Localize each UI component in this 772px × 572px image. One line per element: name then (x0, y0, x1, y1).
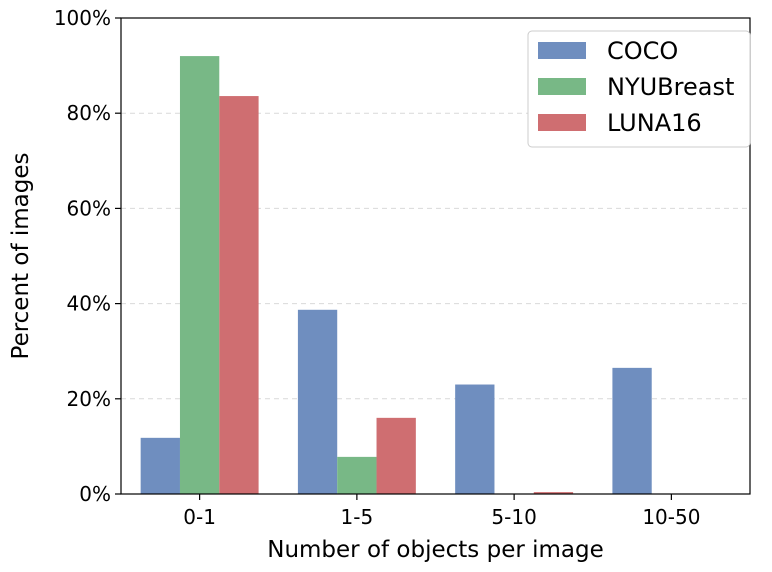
legend-swatch-luna16 (538, 114, 586, 131)
legend-swatch-nyubreast (538, 78, 586, 95)
plot-frame (120, 17, 751, 495)
bar-coco-10-50 (612, 367, 652, 494)
bars (140, 56, 652, 495)
legend-swatch-coco (538, 42, 586, 59)
bar-coco-1-5 (297, 309, 338, 494)
bar-luna16-5-10 (533, 492, 574, 494)
y-tick-label: 20% (67, 387, 111, 411)
y-tick-label: 80% (67, 101, 111, 125)
y-tick-label: 60% (67, 196, 111, 220)
legend-label-coco: COCO (607, 37, 678, 65)
bar-nyubreast-0-1 (179, 56, 220, 495)
bar-luna16-0-1 (219, 96, 259, 495)
bar-luna16-1-5 (376, 417, 416, 494)
bar-coco-5-10 (455, 384, 495, 494)
x-tick-label: 0-1 (183, 505, 216, 529)
x-tick-label: 10-50 (642, 505, 700, 529)
x-tick-label: 1-5 (341, 505, 374, 529)
y-tick-label: 100% (54, 6, 111, 30)
x-axis-title: Number of objects per image (267, 537, 604, 563)
y-tick-label: 0% (79, 482, 111, 506)
y-axis-title: Percent of images (8, 153, 34, 360)
bar-coco-0-1 (140, 437, 180, 494)
legend-label-luna16: LUNA16 (607, 109, 702, 137)
bar-nyubreast-1-5 (337, 456, 377, 494)
legend: COCO NYUBreast LUNA16 (527, 30, 751, 148)
x-axis: 0-1 1-5 5-10 10-50 (183, 494, 700, 529)
y-axis: 0% 20% 40% 60% 80% 100% (54, 6, 121, 506)
y-tick-label: 40% (67, 292, 111, 316)
legend-label-nyubreast: NYUBreast (607, 73, 734, 101)
x-tick-label: 5-10 (491, 505, 536, 529)
